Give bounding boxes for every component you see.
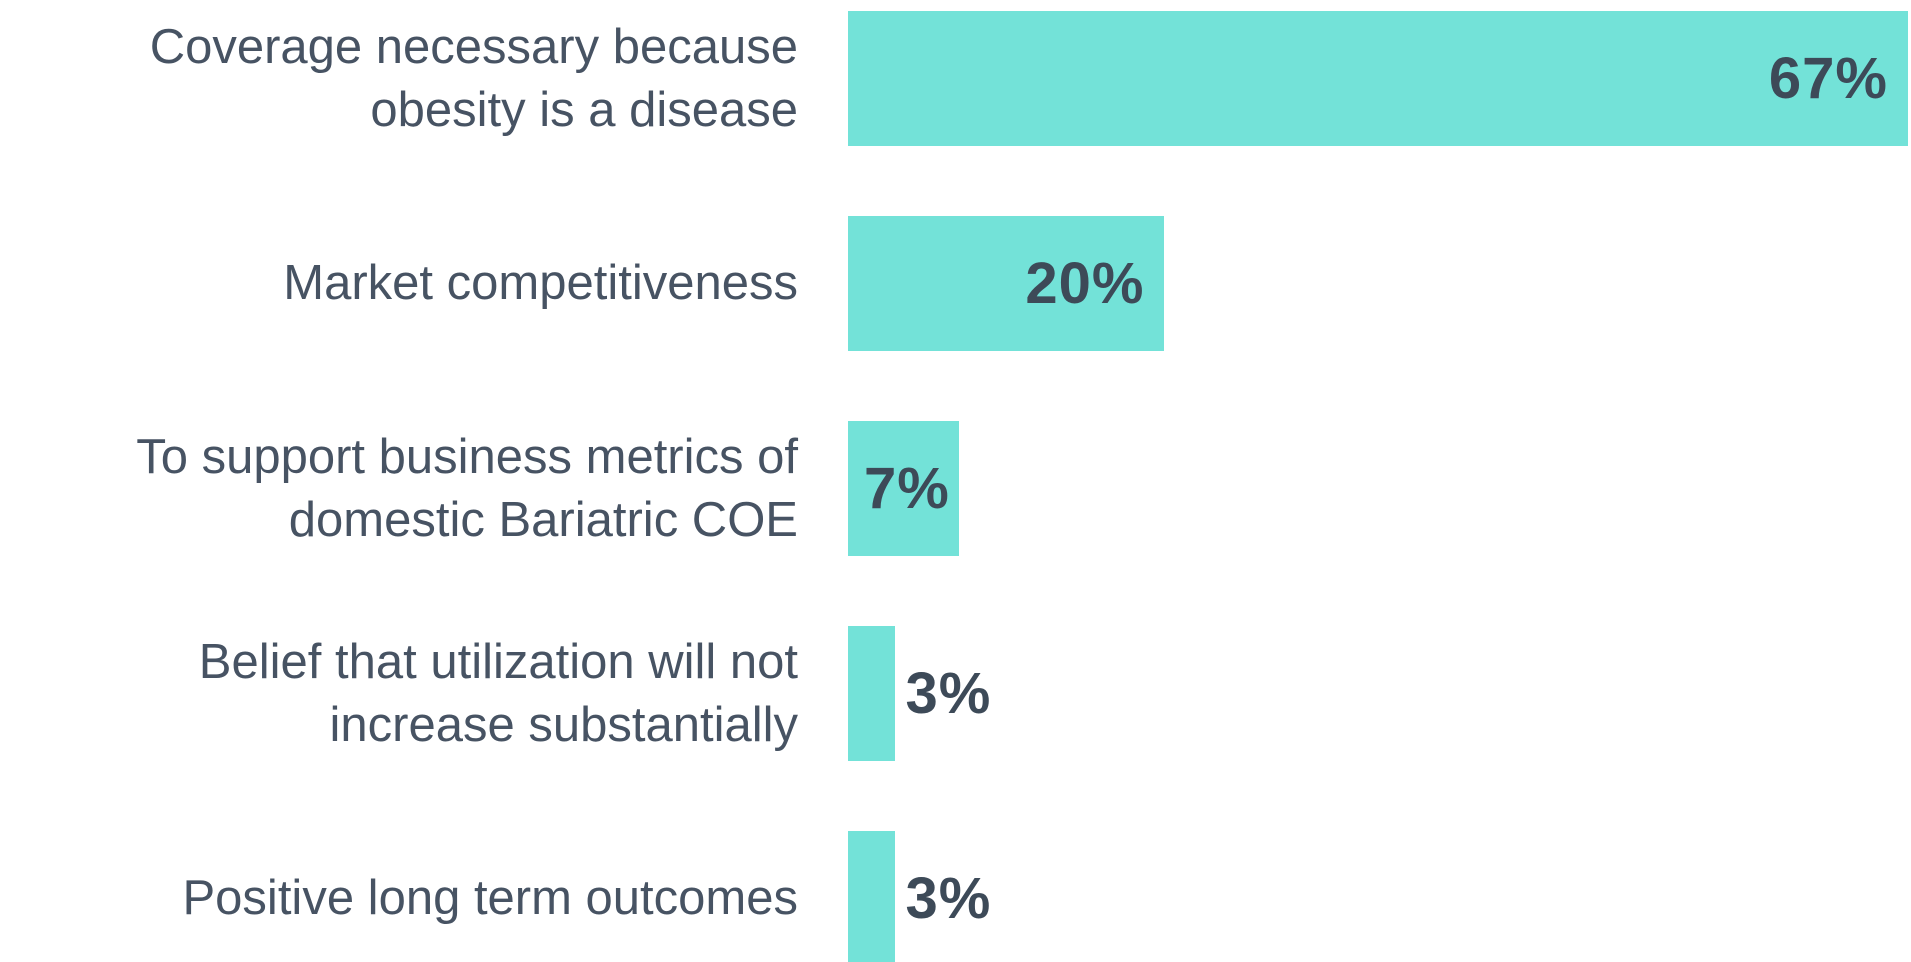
bar [848, 421, 959, 556]
bar [848, 11, 1908, 146]
bar [848, 831, 896, 962]
value-label: 67% [1768, 46, 1888, 111]
value-label: 7% [864, 456, 950, 521]
category-label: To support business metrics of domestic … [136, 429, 798, 547]
category-label: Coverage necessary because obesity is a … [149, 19, 798, 137]
value-label: 3% [905, 866, 992, 931]
category-label: Market competitiveness [283, 256, 798, 310]
bar [848, 216, 1165, 351]
value-label: 20% [1025, 251, 1145, 316]
category-label: Positive long term outcomes [182, 871, 799, 925]
bar [848, 626, 896, 761]
category-label: Belief that utilization will not increas… [198, 634, 798, 752]
value-label: 3% [905, 661, 992, 726]
